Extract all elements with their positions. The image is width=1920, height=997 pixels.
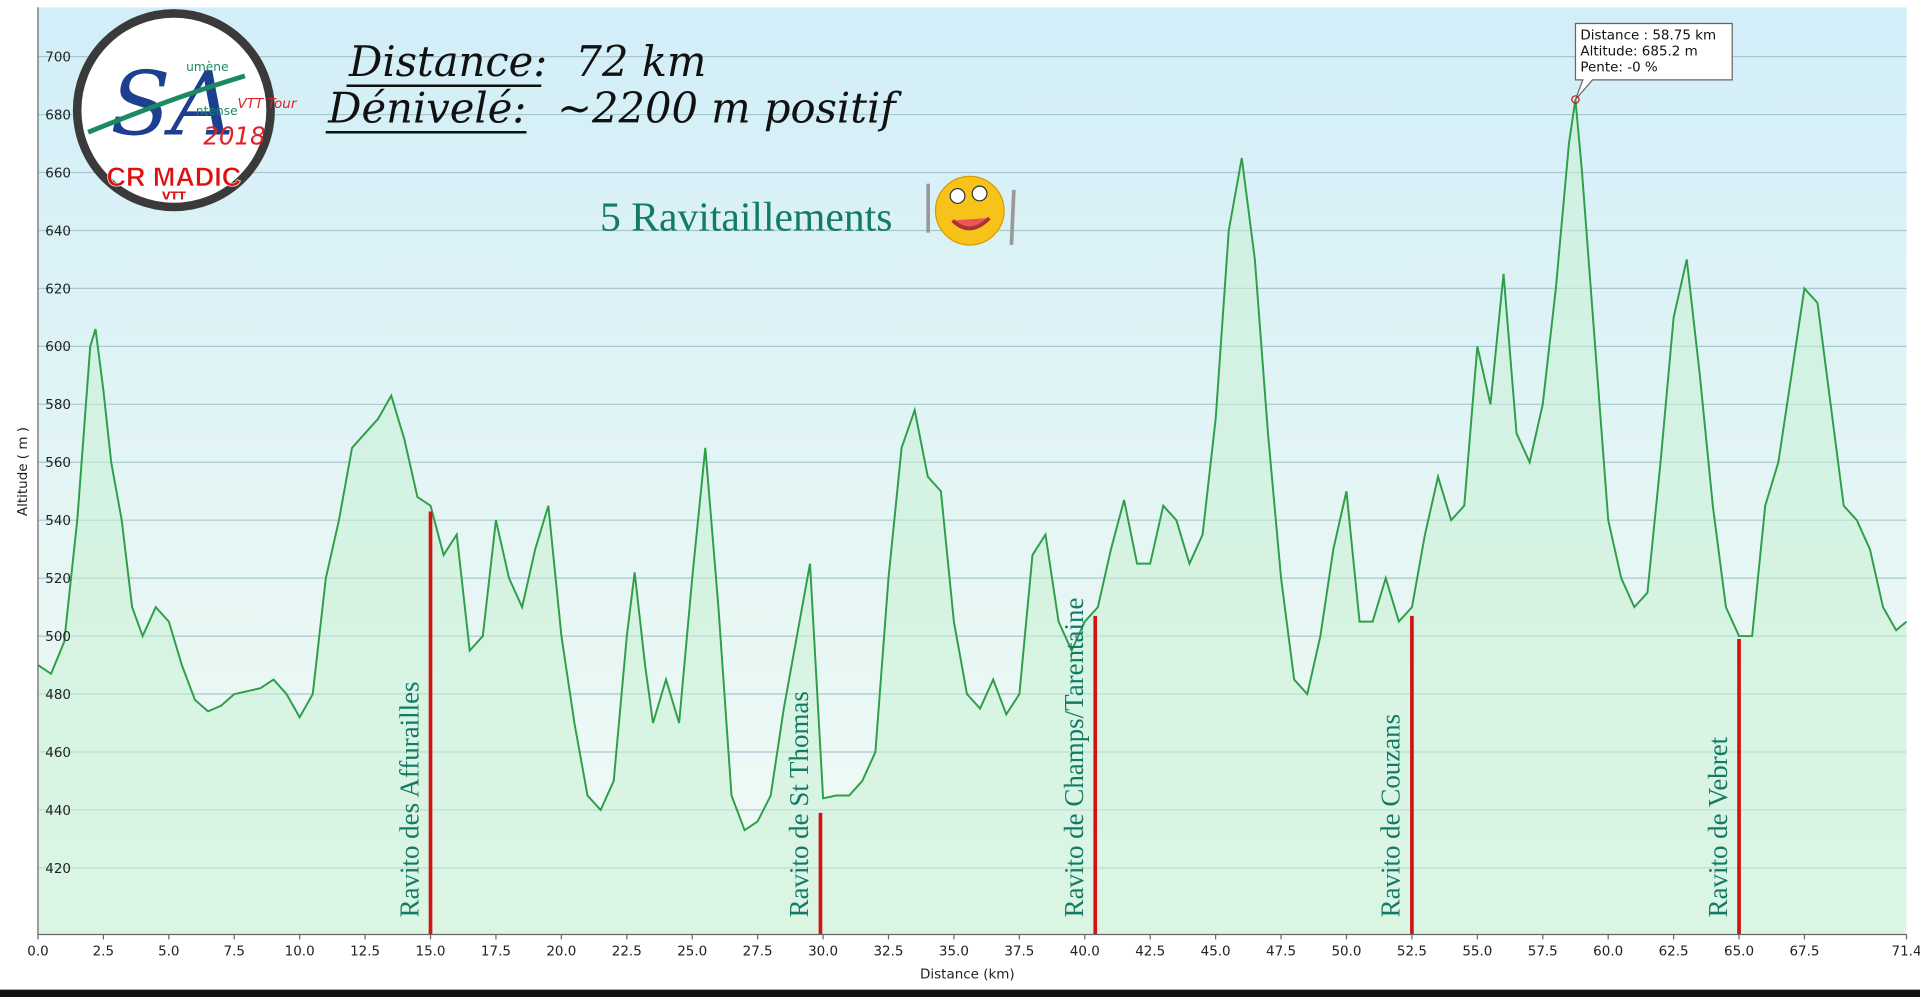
distance-value: 72 km [576,37,707,86]
emoji-eye [949,188,966,204]
y-tick-label: 660 [45,165,71,181]
x-tick-label: 25.0 [677,943,707,959]
x-tick-label: 35.0 [939,943,969,959]
logo-initials: SA [110,53,234,156]
x-tick-label: 32.5 [874,943,904,959]
x-tick-label: 27.5 [743,943,773,959]
emoji-knife [1009,189,1016,246]
logo: SA umène ntense VTT Tour 2018 CR MADIC V… [72,9,298,212]
emoji [926,175,1016,246]
logo-tour: VTT Tour [238,96,298,112]
distance-label: Distance: [348,37,547,86]
y-tick-label: 540 [45,513,71,529]
y-tick-label: 520 [45,571,71,587]
y-axis-label: Altitude ( m ) [15,427,31,516]
logo-year: 2018 [203,122,265,151]
x-tick-label: 65.0 [1724,943,1754,959]
area [37,99,1907,935]
logo-club: CR MADIC [107,162,242,192]
supply-label: Ravito des Affurailles [394,681,424,917]
emoji-face [934,175,1005,246]
tooltip-text: Pente: -0 % [1580,59,1658,75]
y-tick-label: 640 [45,223,71,239]
supplies-title: 5 Ravitaillements [600,194,892,240]
tooltip-box [1574,22,1733,100]
x-tick-label: 71.4 [1892,943,1920,959]
y-tick-label: 620 [45,281,71,297]
x-tick-label: 67.5 [1789,943,1819,959]
profile-line [37,99,1908,832]
x-tick-label: 5.0 [158,943,179,959]
x-tick-label: 30.0 [808,943,838,959]
tooltip-text: Altitude: 685.2 m [1580,43,1697,59]
logo-word: umène [186,60,228,74]
tooltip-point [1571,95,1580,104]
x-tick-label: 12.5 [350,943,380,959]
logo-swoosh [87,73,246,135]
x-tick-label: 52.5 [1397,943,1427,959]
x-tick-label: 10.0 [285,943,315,959]
x-tick-label: 0.0 [27,943,48,959]
elevation-value: ~2200 m positif [557,83,902,132]
bottom-strip [0,989,1920,997]
x-tick-label: 47.5 [1266,943,1296,959]
y-tick-label: 680 [45,107,71,123]
logo-sub: VTT [162,190,186,203]
x-tick-label: 40.0 [1070,943,1100,959]
y-tick-label: 600 [45,339,71,355]
y-tick-label: 420 [45,861,71,877]
x-tick-label: 55.0 [1462,943,1492,959]
y-tick-label: 560 [45,455,71,471]
x-tick-label: 15.0 [416,943,446,959]
x-tick-label: 62.5 [1659,943,1689,959]
y-tick-label: 700 [45,50,71,66]
y-tick-label: 440 [45,803,71,819]
supply-label: Ravito de Couzans [1376,714,1406,918]
x-tick-label: 42.5 [1135,943,1165,959]
supply-label: Ravito de St Thomas [784,691,814,917]
x-tick-label: 22.5 [612,943,642,959]
x-axis-label: Distance (km) [920,967,1015,983]
supply-label: Ravito de Vebret [1703,736,1733,917]
tooltip-text: Distance : 58.75 km [1580,27,1716,43]
x-tick-label: 45.0 [1201,943,1231,959]
x-tick-label: 50.0 [1331,943,1361,959]
plot [37,99,1908,935]
x-tick-label: 17.5 [481,943,511,959]
x-tick-label: 37.5 [1004,943,1034,959]
y-tick-label: 460 [45,745,71,761]
logo-word: ntense [196,104,238,118]
supply-label: Ravito de Champs/Tarentaine [1059,598,1089,918]
y-tick-label: 480 [45,687,71,703]
emoji-mouth [951,216,991,231]
y-tick-label: 500 [45,629,71,645]
x-tick-label: 60.0 [1593,943,1623,959]
y-tick-label: 580 [45,397,71,413]
x-tick-label: 2.5 [93,943,114,959]
x-tick-label: 20.0 [546,943,576,959]
x-tick-label: 57.5 [1528,943,1558,959]
elevation-label: Dénivelé: [327,83,526,132]
x-tick-label: 7.5 [224,943,245,959]
emoji-eye [971,185,988,202]
logo-ring [72,9,275,212]
